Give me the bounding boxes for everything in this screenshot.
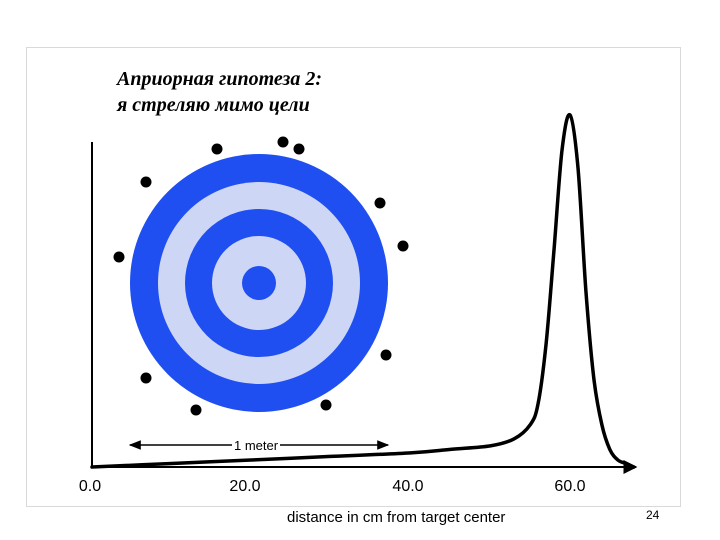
- x-tick-label: 0.0: [78, 478, 102, 495]
- shot-marker: [374, 197, 386, 209]
- x-axis-title: distance in cm from target center: [287, 509, 506, 526]
- shots: [113, 136, 409, 416]
- x-tick-label: 20.0: [229, 478, 261, 495]
- shot-marker: [211, 143, 223, 155]
- shot-marker: [380, 349, 392, 361]
- shot-marker: [190, 404, 202, 416]
- shot-marker: [293, 143, 305, 155]
- title-line-1: Априорная гипотеза 2:: [117, 68, 322, 90]
- meter-label: 1 meter: [232, 438, 281, 453]
- page-number: 24: [646, 508, 660, 522]
- target-bullseye: [242, 266, 276, 300]
- shot-marker: [397, 240, 409, 252]
- title-line-2: я стреляю мимо цели: [117, 94, 310, 116]
- target: [130, 154, 388, 412]
- slide-title: Априорная гипотеза 2: я стреляю мимо цел…: [117, 66, 322, 118]
- shot-marker: [113, 251, 125, 263]
- x-tick-label: 40.0: [392, 478, 424, 495]
- distribution-curve: [90, 113, 636, 469]
- shot-marker: [320, 399, 332, 411]
- slide-frame: [26, 47, 681, 507]
- x-tick-label: 60.0: [554, 478, 586, 495]
- shot-marker: [140, 176, 152, 188]
- shot-marker: [277, 136, 289, 148]
- shot-marker: [140, 372, 152, 384]
